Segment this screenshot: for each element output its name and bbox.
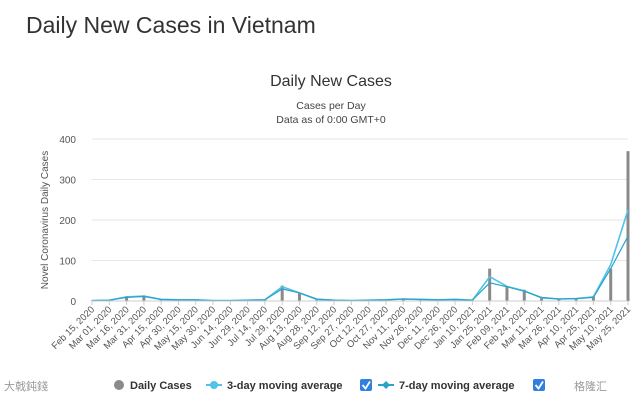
gridlines xyxy=(92,138,628,261)
bar-daily-cases xyxy=(505,286,509,301)
checkbox-3-day-ma[interactable] xyxy=(360,379,372,391)
legend-item-daily-cases[interactable]: Daily Cases xyxy=(114,380,192,392)
legend-marker-daily-cases xyxy=(114,380,124,390)
bar-daily-cases xyxy=(522,289,526,301)
y-tick-label: 100 xyxy=(59,257,76,268)
bar-daily-cases xyxy=(626,151,630,301)
bar-daily-cases xyxy=(125,296,129,301)
bar-daily-cases xyxy=(540,297,544,301)
bar-daily-cases xyxy=(280,285,284,301)
bar-daily-cases xyxy=(142,295,146,301)
y-tick-label: 200 xyxy=(59,216,76,227)
bar-daily-cases xyxy=(609,268,613,301)
y-axis-label: Novel Coronavirus Daily Cases xyxy=(40,151,51,289)
legend-label-3-day-ma: 3-day moving average xyxy=(227,380,343,392)
legend-label-7-day-ma: 7-day moving average xyxy=(399,380,515,392)
moving-average-lines xyxy=(91,209,629,302)
chart-subtitle-date: Data as of 0:00 GMT+0 xyxy=(276,114,386,126)
chart-subtitle: Cases per Day xyxy=(296,100,366,112)
legend: Daily Cases 3-day moving average 7-day m… xyxy=(114,379,545,392)
y-tick-label: 300 xyxy=(59,176,76,187)
page-title: Daily New Cases in Vietnam xyxy=(26,12,316,38)
legend-label-daily-cases: Daily Cases xyxy=(130,380,192,392)
bars-daily-cases xyxy=(90,151,630,301)
y-tick-label: 400 xyxy=(59,135,76,146)
y-tick-label: 0 xyxy=(70,297,76,308)
watermark-right: 格隆汇 xyxy=(574,379,607,393)
legend-item-3-day-ma[interactable]: 3-day moving average xyxy=(206,380,343,392)
bar-daily-cases xyxy=(574,298,578,301)
line-7-day-moving-average xyxy=(91,235,629,302)
bar-daily-cases xyxy=(557,299,561,301)
y-tick-labels: 0 100 200 300 400 xyxy=(59,135,76,308)
legend-item-7-day-ma[interactable]: 7-day moving average xyxy=(378,380,515,392)
bar-daily-cases xyxy=(591,296,595,301)
chart-title: Daily New Cases xyxy=(270,73,392,90)
legend-marker-7-day-ma xyxy=(382,381,390,389)
bar-daily-cases xyxy=(297,292,301,301)
bar-daily-cases xyxy=(488,268,492,301)
legend-marker-3-day-ma xyxy=(210,381,218,389)
line-3-day-moving-average xyxy=(91,209,629,302)
watermark-left: 大戟鈍錢 xyxy=(4,379,48,393)
checkbox-7-day-ma[interactable] xyxy=(533,379,545,391)
